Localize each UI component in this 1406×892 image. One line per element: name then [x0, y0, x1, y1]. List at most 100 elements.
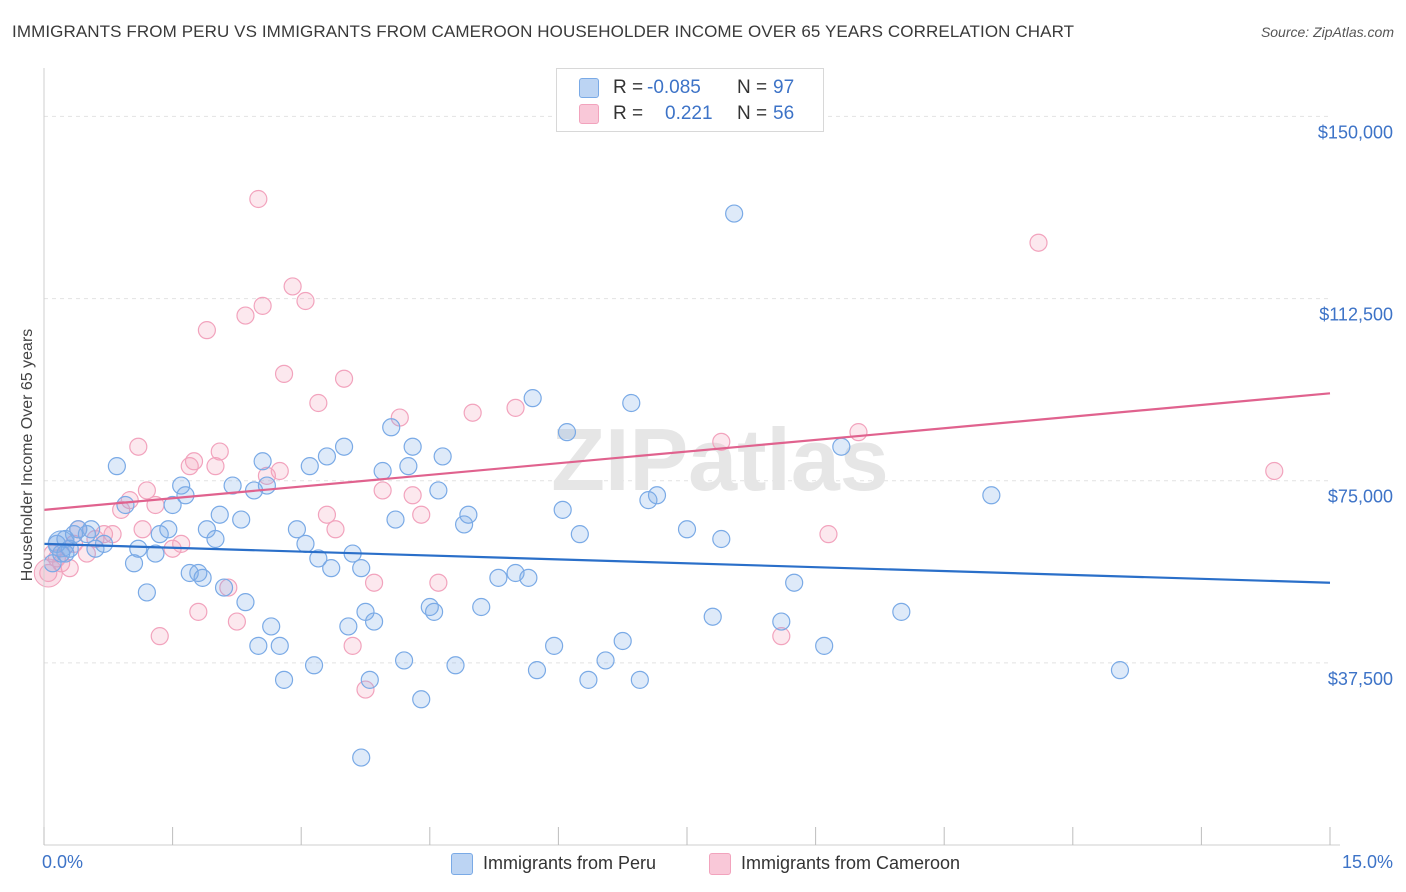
- cameroon-point: [172, 534, 191, 553]
- peru-legend-swatch: [451, 853, 473, 875]
- peru-point: [373, 461, 392, 481]
- peru-point: [785, 573, 804, 592]
- cameroon-n-value: 56: [773, 103, 795, 124]
- peru-point: [832, 437, 851, 456]
- peru-point: [129, 539, 148, 558]
- cameroon-point: [210, 442, 229, 461]
- x-tick-label-max: 15.0%: [1341, 852, 1393, 872]
- peru-point: [124, 554, 144, 573]
- cameroon-point: [270, 461, 289, 481]
- peru-point: [262, 617, 281, 636]
- cameroon-cluster-point: [33, 558, 63, 588]
- peru-point: [454, 515, 474, 534]
- cameroon-point: [133, 520, 152, 539]
- peru-point: [300, 457, 319, 476]
- axes: [43, 68, 1340, 846]
- peru-point: [206, 529, 225, 549]
- cameroon-point: [326, 520, 345, 539]
- cameroon-point: [343, 636, 362, 655]
- peru-point: [394, 651, 414, 670]
- peru-point: [210, 505, 229, 524]
- peru-n-value: 97: [773, 77, 795, 98]
- peru-point: [309, 549, 328, 568]
- peru-point: [519, 568, 538, 587]
- peru-point: [159, 520, 178, 539]
- cameroon-r-value: 0.221: [665, 103, 713, 124]
- peru-point: [107, 457, 126, 476]
- peru-point: [352, 748, 371, 767]
- peru-point: [982, 486, 1001, 505]
- peru-point: [296, 534, 315, 553]
- peru-point: [193, 568, 212, 587]
- cameroon-point: [283, 277, 302, 296]
- peru-point: [339, 617, 358, 636]
- peru-point: [236, 593, 255, 612]
- peru-point: [317, 447, 337, 466]
- cameroon-point: [364, 573, 384, 592]
- peru-legend-label: Immigrants from Peru: [483, 853, 657, 873]
- peru-point: [69, 520, 88, 539]
- cameroon-point: [206, 457, 225, 476]
- peru-point: [892, 602, 911, 621]
- peru-r-value: -0.085: [647, 77, 701, 98]
- cameroon-point: [412, 505, 431, 524]
- cameroon-r-label: R =: [613, 103, 644, 124]
- peru-point: [647, 486, 667, 505]
- peru-point: [274, 670, 294, 689]
- peru-trend-line: [43, 542, 1331, 584]
- peru-point: [360, 670, 379, 689]
- peru-point: [622, 393, 641, 413]
- peru-point: [412, 690, 431, 709]
- peru-point: [94, 534, 114, 553]
- peru-point: [613, 631, 632, 651]
- peru-point: [399, 457, 418, 476]
- cameroon-point: [506, 398, 525, 417]
- peru-point: [472, 597, 491, 617]
- cameroon-point: [219, 578, 238, 597]
- peru-point: [570, 525, 589, 544]
- cameroon-point: [197, 321, 216, 340]
- cameroon-point: [86, 529, 105, 549]
- cameroon-point: [150, 627, 169, 646]
- x-tick-label-min: 0.0%: [42, 852, 84, 872]
- peru-point: [249, 636, 268, 655]
- trend-lines: [43, 392, 1331, 584]
- cameroon-point: [184, 452, 204, 471]
- peru-point: [639, 491, 658, 510]
- cameroon-point: [274, 364, 294, 383]
- stats-legend: R = -0.085 N = 97 R = 0.221 N = 56: [556, 68, 824, 132]
- peru-point: [137, 583, 156, 602]
- cameroon-point: [317, 505, 337, 524]
- peru-swatch: [579, 78, 599, 98]
- peru-point: [523, 389, 542, 408]
- peru-point: [429, 481, 448, 500]
- cameroon-point: [819, 525, 838, 544]
- peru-point: [725, 204, 744, 223]
- peru-point: [176, 486, 195, 505]
- peru-point: [270, 636, 289, 655]
- cameroon-point: [249, 189, 268, 209]
- peru-point: [712, 529, 731, 549]
- peru-point: [459, 505, 478, 524]
- peru-point: [677, 520, 697, 539]
- y-tick-label: $75,000: [1328, 487, 1393, 507]
- peru-point: [214, 578, 234, 597]
- peru-point: [489, 568, 508, 587]
- peru-n-label: N =: [737, 77, 768, 98]
- y-axis-label: Householder Income Over 65 years: [19, 328, 36, 582]
- cameroon-point: [373, 481, 392, 500]
- chart-title: IMMIGRANTS FROM PERU VS IMMIGRANTS FROM …: [12, 22, 1075, 41]
- peru-point: [527, 661, 547, 680]
- peru-point: [253, 452, 272, 471]
- grid-lines: [44, 115, 1330, 664]
- peru-point: [557, 423, 577, 442]
- peru-point: [403, 437, 422, 456]
- source-label: Source: ZipAtlas.com: [1260, 24, 1394, 40]
- y-tick-label: $112,500: [1319, 305, 1393, 325]
- cameroon-point: [227, 612, 246, 631]
- cameroon-point: [403, 486, 422, 505]
- peru-point: [703, 607, 722, 626]
- cameroon-point: [712, 432, 731, 451]
- y-tick-labels: $37,500 $75,000 $112,500 $150,000: [1318, 122, 1393, 688]
